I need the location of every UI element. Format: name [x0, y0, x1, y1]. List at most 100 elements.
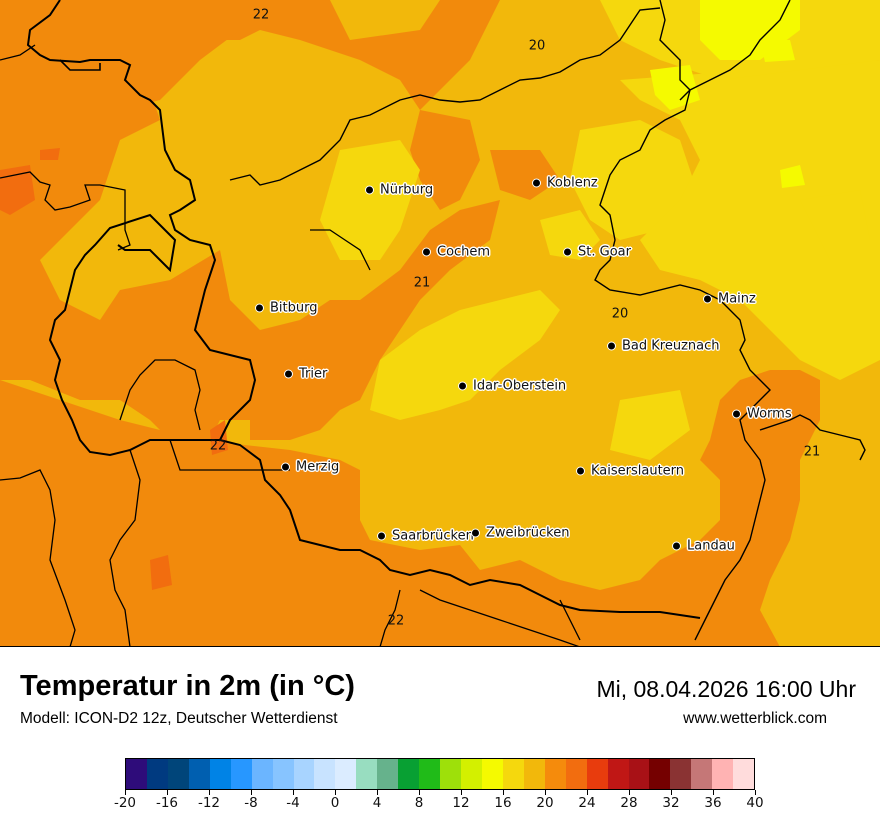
scale-tick-mark: [125, 790, 126, 795]
contour-label: 20: [528, 38, 546, 54]
scale-tick-label: 40: [746, 795, 764, 811]
color-scale-segment: [670, 759, 692, 789]
scale-tick-label: 8: [414, 795, 424, 811]
city-marker: Idar-Oberstein: [458, 379, 566, 394]
color-scale-segment: [293, 759, 315, 789]
color-scale-segment: [356, 759, 378, 789]
city-dot-icon: [672, 541, 681, 551]
scale-tick-label: -12: [197, 795, 221, 811]
contour-label: 22: [387, 613, 405, 629]
city-marker: Saarbrücken: [377, 529, 474, 544]
scale-tick-label: 36: [704, 795, 722, 811]
map-title: Temperatur in 2m (in °C): [20, 670, 355, 702]
scale-tick-label: -16: [155, 795, 179, 811]
scale-tick-label: 24: [578, 795, 596, 811]
scale-tick-label: -20: [113, 795, 137, 811]
city-marker: Koblenz: [532, 176, 598, 191]
scale-tick-mark: [461, 790, 462, 795]
color-scale-segment: [691, 759, 713, 789]
city-name: Koblenz: [547, 175, 598, 191]
contour-label: 20: [611, 306, 629, 322]
city-name: Cochem: [437, 244, 491, 260]
city-dot-icon: [377, 531, 386, 541]
city-marker: Zweibrücken: [471, 526, 569, 541]
color-scale-ticks: -20 -16 -12 -8 -4 0 4 8 12 16 20 24 28 32 36 40: [114, 790, 764, 820]
city-dot-icon: [422, 247, 431, 257]
color-scale-segment: [209, 759, 231, 789]
city-name: Trier: [299, 366, 328, 382]
scale-tick-mark: [545, 790, 546, 795]
scale-tick-mark: [419, 790, 420, 795]
city-name: Kaiserslautern: [591, 463, 685, 479]
scale-tick-label: 0: [330, 795, 340, 811]
color-scale-segment: [419, 759, 441, 789]
city-name: St. Goar: [578, 244, 631, 260]
city-dot-icon: [703, 294, 712, 304]
city-dot-icon: [458, 381, 467, 391]
color-scale-segment: [440, 759, 461, 789]
color-scale-segment: [230, 759, 252, 789]
city-dot-icon: [471, 528, 480, 538]
scale-tick-mark: [377, 790, 378, 795]
scale-tick-label: -4: [286, 795, 300, 811]
color-scale-segment: [377, 759, 399, 789]
city-dot-icon: [563, 247, 572, 257]
city-name: Zweibrücken: [486, 525, 570, 541]
temperature-map[interactable]: Nürburg Koblenz Cochem St. Goar Bitburg Mainz…: [0, 0, 880, 647]
color-scale-segment: [628, 759, 650, 789]
city-name: Nürburg: [380, 182, 434, 198]
color-scale-segment: [335, 759, 357, 789]
model-subtitle: Modell: ICON-D2 12z, Deutscher Wetterdie…: [20, 710, 338, 727]
city-marker: Bitburg: [255, 301, 318, 316]
scale-tick-label: 16: [494, 795, 512, 811]
contour-label: 21: [413, 275, 431, 291]
city-marker: Cochem: [422, 245, 490, 260]
scale-tick-mark: [335, 790, 336, 795]
city-dot-icon: [732, 409, 741, 419]
city-name: Merzig: [296, 459, 340, 475]
city-dot-icon: [365, 185, 374, 195]
city-marker: Worms: [732, 407, 792, 422]
color-scale-segment: [544, 759, 566, 789]
color-scale-segment: [607, 759, 629, 789]
city-marker: Merzig: [281, 460, 339, 475]
color-scale-segment: [523, 759, 545, 789]
color-scale-segment: [188, 759, 210, 789]
city-name: Mainz: [718, 291, 756, 307]
city-marker: Mainz: [703, 292, 756, 307]
scale-tick-mark: [209, 790, 210, 795]
contour-label: 21: [803, 444, 821, 460]
color-scale-segment: [272, 759, 294, 789]
map-field: [0, 0, 880, 646]
color-scale-segment: [481, 759, 503, 789]
color-scale-segment: [251, 759, 273, 789]
contour-label: 22: [209, 438, 227, 454]
city-name: Idar-Oberstein: [473, 378, 567, 394]
scale-tick-label: 20: [536, 795, 554, 811]
color-scale-segment: [502, 759, 524, 789]
scale-tick-mark: [251, 790, 252, 795]
website-link[interactable]: www.wetterblick.com: [683, 710, 827, 727]
scale-tick-mark: [587, 790, 588, 795]
city-marker: Kaiserslautern: [576, 464, 684, 479]
city-marker: Bad Kreuznach: [607, 339, 720, 354]
color-scale-segment: [314, 759, 336, 789]
city-name: Saarbrücken: [392, 528, 474, 544]
color-scale-segment: [586, 759, 608, 789]
color-scale-segment: [146, 759, 168, 789]
color-scale-segment: [565, 759, 587, 789]
color-scale-segment: [126, 759, 147, 789]
city-marker: Landau: [672, 539, 735, 554]
color-scale-segment: [167, 759, 189, 789]
city-name: Worms: [747, 406, 792, 422]
city-marker: Nürburg: [365, 183, 433, 198]
scale-tick-label: 12: [452, 795, 470, 811]
scale-tick-mark: [713, 790, 714, 795]
forecast-datetime: Mi, 08.04.2026 16:00 Uhr: [596, 676, 856, 702]
color-scale-segment: [649, 759, 671, 789]
city-dot-icon: [576, 466, 585, 476]
scale-tick-label: 4: [372, 795, 382, 811]
scale-tick-mark: [293, 790, 294, 795]
city-dot-icon: [607, 341, 616, 351]
scale-tick-mark: [629, 790, 630, 795]
